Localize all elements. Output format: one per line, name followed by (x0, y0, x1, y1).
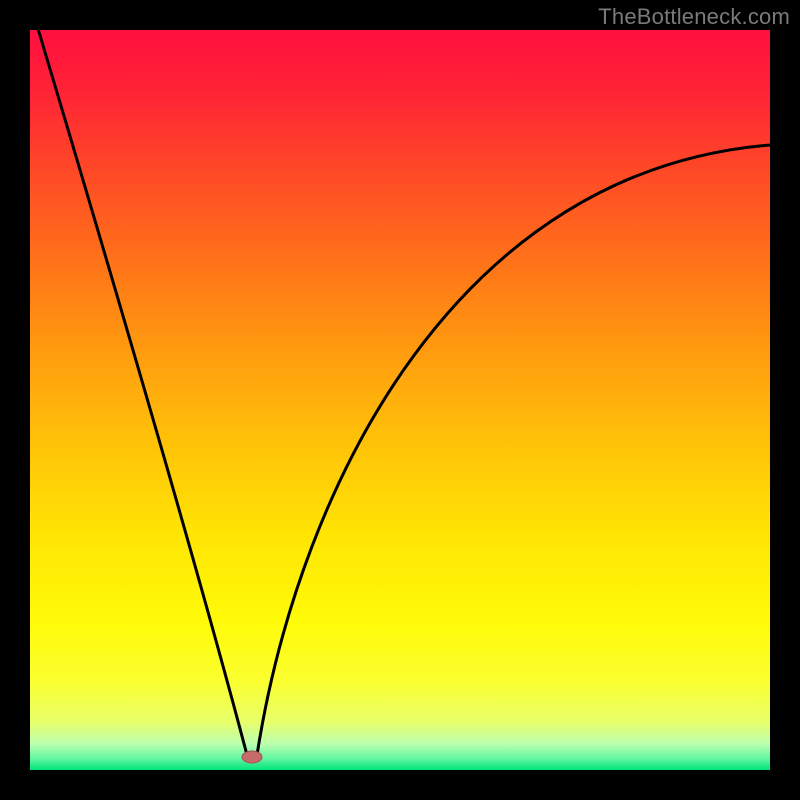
chart-container: TheBottleneck.com (0, 0, 800, 800)
plot-background (30, 30, 770, 770)
bottleneck-chart (0, 0, 800, 800)
minimum-marker (242, 751, 262, 763)
watermark-text: TheBottleneck.com (598, 4, 790, 30)
